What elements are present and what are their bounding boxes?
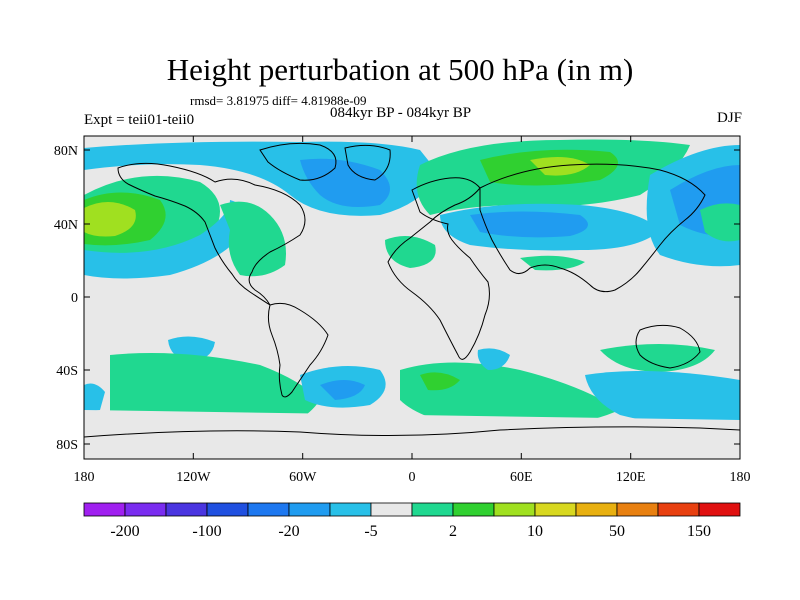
periods-label: 084kyr BP - 084kyr BP bbox=[330, 105, 472, 121]
lon-label: 120E bbox=[616, 470, 646, 485]
colorbar-swatch bbox=[616, 502, 659, 517]
colorbar-swatch bbox=[206, 502, 249, 517]
colorbar-swatch bbox=[288, 502, 331, 517]
colorbar-swatch bbox=[411, 502, 454, 517]
lat-label: 80S bbox=[56, 438, 78, 453]
lon-label: 180 bbox=[74, 470, 95, 485]
lat-label: 40S bbox=[56, 364, 78, 379]
colorbar-swatch bbox=[329, 502, 372, 517]
colorbar-swatch bbox=[83, 502, 126, 517]
colorbar-swatch bbox=[493, 502, 536, 517]
colorbar-swatch bbox=[657, 502, 700, 517]
colorbar-label: 150 bbox=[687, 523, 711, 540]
colorbar-swatch bbox=[370, 502, 413, 517]
colorbar-swatch bbox=[575, 502, 618, 517]
colorbar-label: 10 bbox=[527, 523, 543, 540]
lon-label: 0 bbox=[409, 470, 416, 485]
contour-fields bbox=[84, 139, 740, 459]
colorbar-label: 50 bbox=[609, 523, 625, 540]
season-label: DJF bbox=[716, 110, 742, 126]
colorbar-swatch bbox=[534, 502, 577, 517]
experiment-label: Expt = teii01-teii0 bbox=[84, 112, 195, 128]
page-title: Height perturbation at 500 hPa (in m) bbox=[166, 52, 634, 87]
lon-label: 60W bbox=[289, 470, 317, 485]
lat-label: 0 bbox=[71, 291, 78, 306]
lon-label: 60E bbox=[510, 470, 533, 485]
stats-label: rmsd= 3.81975 diff= 4.81988e-09 bbox=[190, 93, 367, 108]
colorbar-label: -200 bbox=[110, 523, 139, 540]
colorbar-swatch bbox=[452, 502, 495, 517]
colorbar-swatch bbox=[247, 502, 290, 517]
colorbar-swatch bbox=[698, 502, 741, 517]
colorbar-swatch bbox=[165, 502, 208, 517]
lat-label: 80N bbox=[54, 144, 78, 159]
colorbar-label: 2 bbox=[449, 523, 457, 540]
lon-label: 120W bbox=[176, 470, 211, 485]
colorbar: -200 -100 -20 -5 2 10 50 150 bbox=[83, 502, 741, 540]
colorbar-swatch bbox=[124, 502, 167, 517]
colorbar-label: -5 bbox=[364, 523, 377, 540]
axis-ticks: 80N 40N 0 40S 80S 180 120W 60W 0 60E 120E 180 bbox=[54, 136, 751, 485]
coastlines bbox=[84, 142, 740, 438]
lat-label: 40N bbox=[54, 218, 78, 233]
lon-label: 180 bbox=[730, 470, 751, 485]
colorbar-label: -100 bbox=[192, 523, 221, 540]
colorbar-label: -20 bbox=[278, 523, 299, 540]
